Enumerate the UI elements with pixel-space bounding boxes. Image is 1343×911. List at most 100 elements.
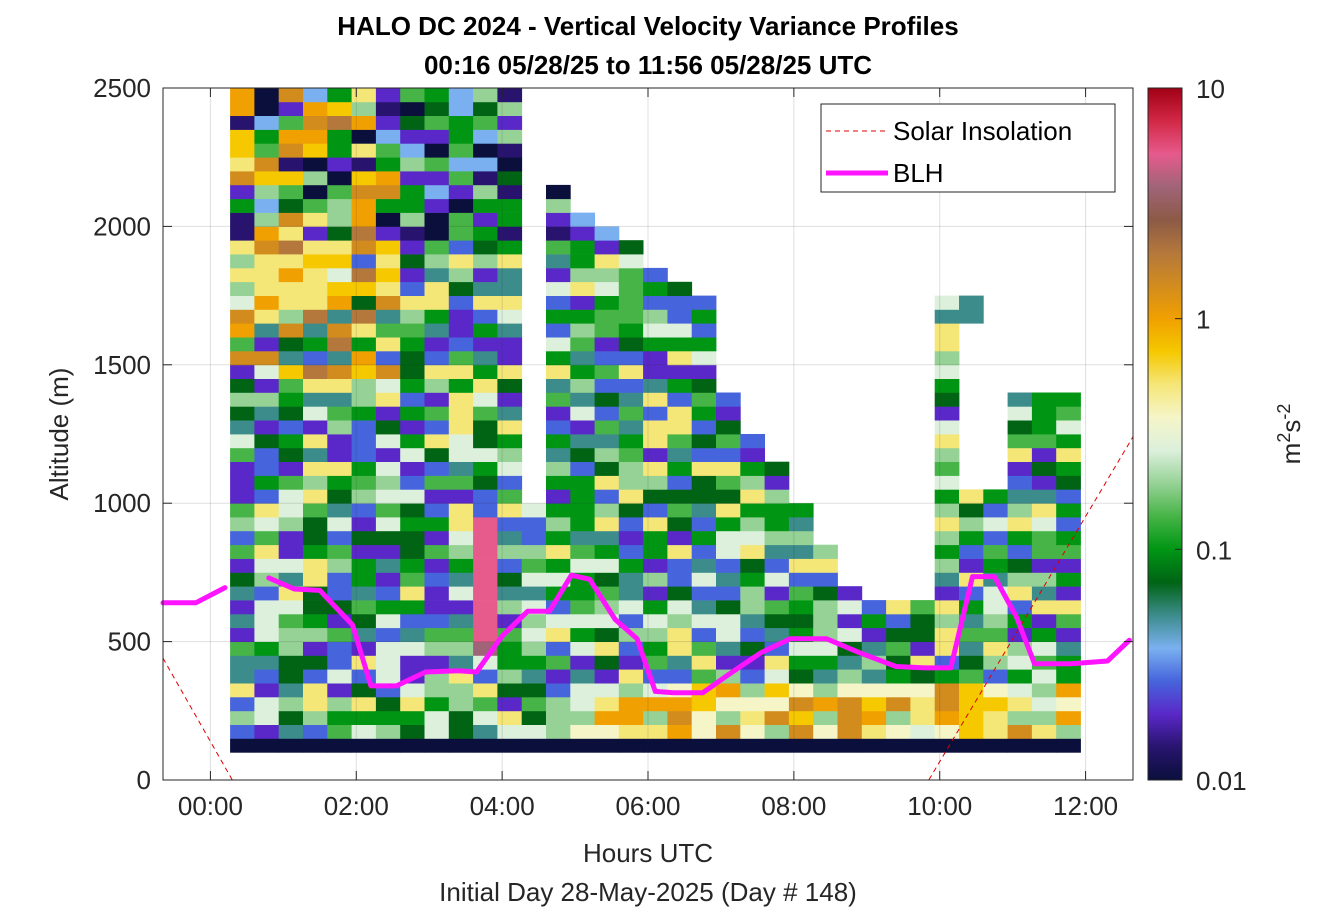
heatmap-cell: [327, 337, 352, 352]
heatmap-cell: [254, 378, 280, 393]
heatmap-cell: [813, 600, 838, 615]
y-tick-label: 1000: [93, 488, 151, 518]
heatmap-cell: [934, 434, 960, 449]
heatmap-cell: [1031, 544, 1057, 559]
heatmap-cell: [448, 406, 474, 421]
heatmap-cell: [570, 406, 595, 421]
heatmap-cell: [303, 337, 328, 352]
heatmap-cell: [327, 697, 352, 712]
heatmap-cell: [594, 683, 620, 698]
heatmap-cell: [497, 337, 523, 352]
heatmap-cell: [959, 738, 984, 753]
heatmap-cell: [375, 710, 401, 725]
heatmap-cell: [1031, 600, 1057, 615]
heatmap-cell: [351, 738, 377, 753]
heatmap-cell: [1056, 420, 1081, 435]
heatmap-cell: [327, 710, 352, 725]
heatmap-cell: [375, 129, 401, 144]
heatmap-cell: [740, 600, 765, 615]
heatmap-cell: [886, 710, 911, 725]
heatmap-cell: [643, 392, 668, 407]
heatmap-cell: [788, 669, 814, 684]
heatmap-cell: [618, 267, 644, 283]
heatmap-cell: [424, 337, 450, 352]
heatmap-cell: [521, 669, 547, 684]
heatmap-cell: [254, 337, 280, 352]
heatmap-cell: [983, 517, 1008, 532]
heatmap-cell: [813, 655, 838, 670]
heatmap-cell: [278, 655, 304, 670]
heatmap-cell: [740, 724, 765, 739]
heatmap-cell: [667, 461, 693, 476]
heatmap-cell: [521, 683, 547, 698]
heatmap-cell: [934, 475, 960, 490]
heatmap-cell: [351, 295, 377, 310]
heatmap-cell: [716, 392, 741, 407]
heatmap-cell: [278, 101, 304, 116]
heatmap-cell: [667, 420, 693, 435]
heatmap-cell: [1007, 420, 1033, 435]
heatmap-cell: [278, 434, 304, 449]
heatmap-cell: [327, 517, 352, 532]
heatmap-cell: [910, 724, 936, 739]
heatmap-cell: [1007, 669, 1033, 684]
heatmap-cell: [375, 323, 401, 338]
y-tick-label: 1500: [93, 350, 151, 380]
heatmap-cell: [303, 101, 328, 116]
heatmap-cell: [230, 683, 255, 698]
heatmap-cell: [473, 101, 498, 116]
heatmap-cell: [448, 392, 474, 407]
heatmap-cell: [254, 281, 280, 296]
heatmap-cell: [473, 129, 498, 144]
heatmap-cell: [837, 697, 863, 712]
heatmap-cell: [691, 351, 717, 366]
heatmap-cell: [424, 115, 450, 130]
heatmap-cell: [691, 503, 717, 518]
heatmap-cell: [618, 364, 644, 379]
heatmap-cell: [230, 461, 255, 476]
heatmap-cell: [521, 738, 547, 753]
heatmap-cell: [351, 447, 377, 462]
heatmap-cell: [473, 378, 498, 393]
heatmap-cell: [861, 724, 887, 739]
heatmap-cell: [351, 600, 377, 615]
heatmap-cell: [886, 627, 911, 642]
heatmap-cell: [278, 613, 304, 629]
heatmap-cell: [594, 434, 620, 449]
heatmap-cell: [327, 309, 352, 324]
heatmap-cell: [327, 267, 352, 283]
heatmap-cell: [303, 517, 328, 532]
heatmap-cell: [351, 351, 377, 366]
heatmap-cell: [934, 558, 960, 573]
heatmap-cell: [764, 669, 790, 684]
heatmap-cell: [303, 530, 328, 546]
x-axis-ticks: 00:00 02:00 04:00 06:00 08:00 10:00 12:00: [178, 88, 1118, 821]
heatmap-cell: [716, 434, 741, 449]
heatmap-cell: [375, 738, 401, 753]
heatmap-cell: [375, 143, 401, 158]
heatmap-cell: [375, 378, 401, 393]
heatmap-cell: [691, 420, 717, 435]
heatmap-cell: [983, 669, 1008, 684]
heatmap-cell: [643, 364, 668, 379]
colorbar-label-mid: s: [1276, 420, 1306, 433]
heatmap-cell: [497, 281, 523, 296]
heatmap-cell: [254, 517, 280, 532]
heatmap-cell: [521, 503, 547, 518]
heatmap-cell: [1031, 641, 1057, 656]
heatmap-cell: [254, 364, 280, 379]
heatmap-cell: [983, 503, 1008, 518]
heatmap-cell: [303, 267, 328, 283]
heatmap-cell: [691, 586, 717, 601]
heatmap-cell: [375, 267, 401, 283]
heatmap-cell: [740, 710, 765, 725]
heatmap-cell: [546, 558, 571, 573]
heatmap-cell: [788, 641, 814, 656]
heatmap-cell: [278, 738, 304, 753]
heatmap-cell: [327, 420, 352, 435]
heatmap-cell: [303, 669, 328, 684]
heatmap-cell: [497, 309, 523, 324]
heatmap-cell: [570, 710, 595, 725]
heatmap-cell: [278, 489, 304, 504]
heatmap-cell: [934, 392, 960, 407]
